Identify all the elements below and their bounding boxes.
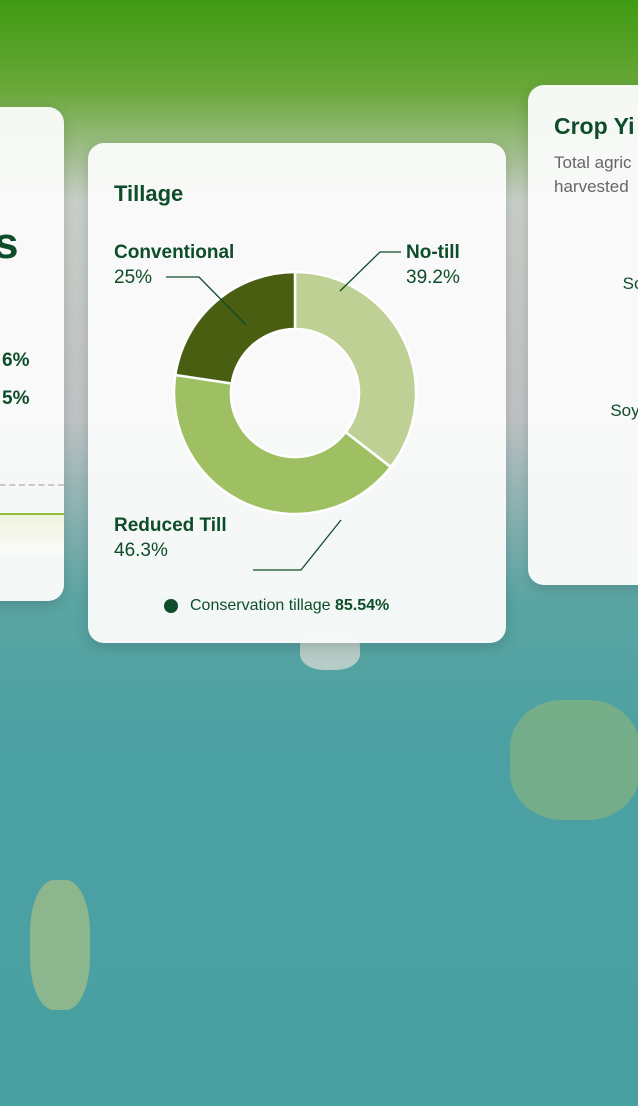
tillage-title: Tillage <box>114 181 184 206</box>
legend-dot-icon <box>164 599 178 613</box>
donut-slice-reduced-till <box>172 373 393 516</box>
label-conventional: Conventional 25% <box>114 242 235 288</box>
leader-line-notill <box>339 251 401 292</box>
divider <box>0 484 64 486</box>
tillage-card: Tillage No-till 39.2% Reduced Till 46.3% C… <box>88 143 506 643</box>
crop-row-label: Soybea <box>610 401 638 420</box>
crop-row-label: Cot <box>558 529 638 549</box>
legend-conservation-tillage: Conservation tillage 85.54% <box>164 597 389 615</box>
summary-heading: s <box>0 219 19 268</box>
label-reduced-till: Reduced Till 46.3% <box>114 515 227 561</box>
crop-title: Crop Yi <box>554 113 635 139</box>
crop-row-label: C <box>558 231 638 251</box>
map-land <box>30 880 90 1010</box>
map-land <box>510 700 638 820</box>
donut-slice-no-till <box>293 270 418 469</box>
summary-card: s 6% 5% <box>0 107 64 601</box>
crop-row-label: Wh <box>558 486 638 506</box>
summary-value: 5% <box>2 388 30 409</box>
tillage-donut-chart <box>166 251 418 571</box>
donut-slice-conventional <box>173 270 297 385</box>
crop-row-label: Sorgh <box>622 273 638 293</box>
crop-subtitle: Total agric harvested <box>554 153 632 196</box>
crop-row-label: O <box>558 316 638 336</box>
progress-area <box>0 513 64 553</box>
summary-value: 6% <box>2 350 30 371</box>
label-no-till: No-till 39.2% <box>406 242 460 288</box>
leader-line-conventional <box>166 276 247 326</box>
crop-row-label: Bar <box>558 359 638 379</box>
leader-line-reduced <box>253 519 342 571</box>
crop-row-label: R <box>558 444 638 464</box>
